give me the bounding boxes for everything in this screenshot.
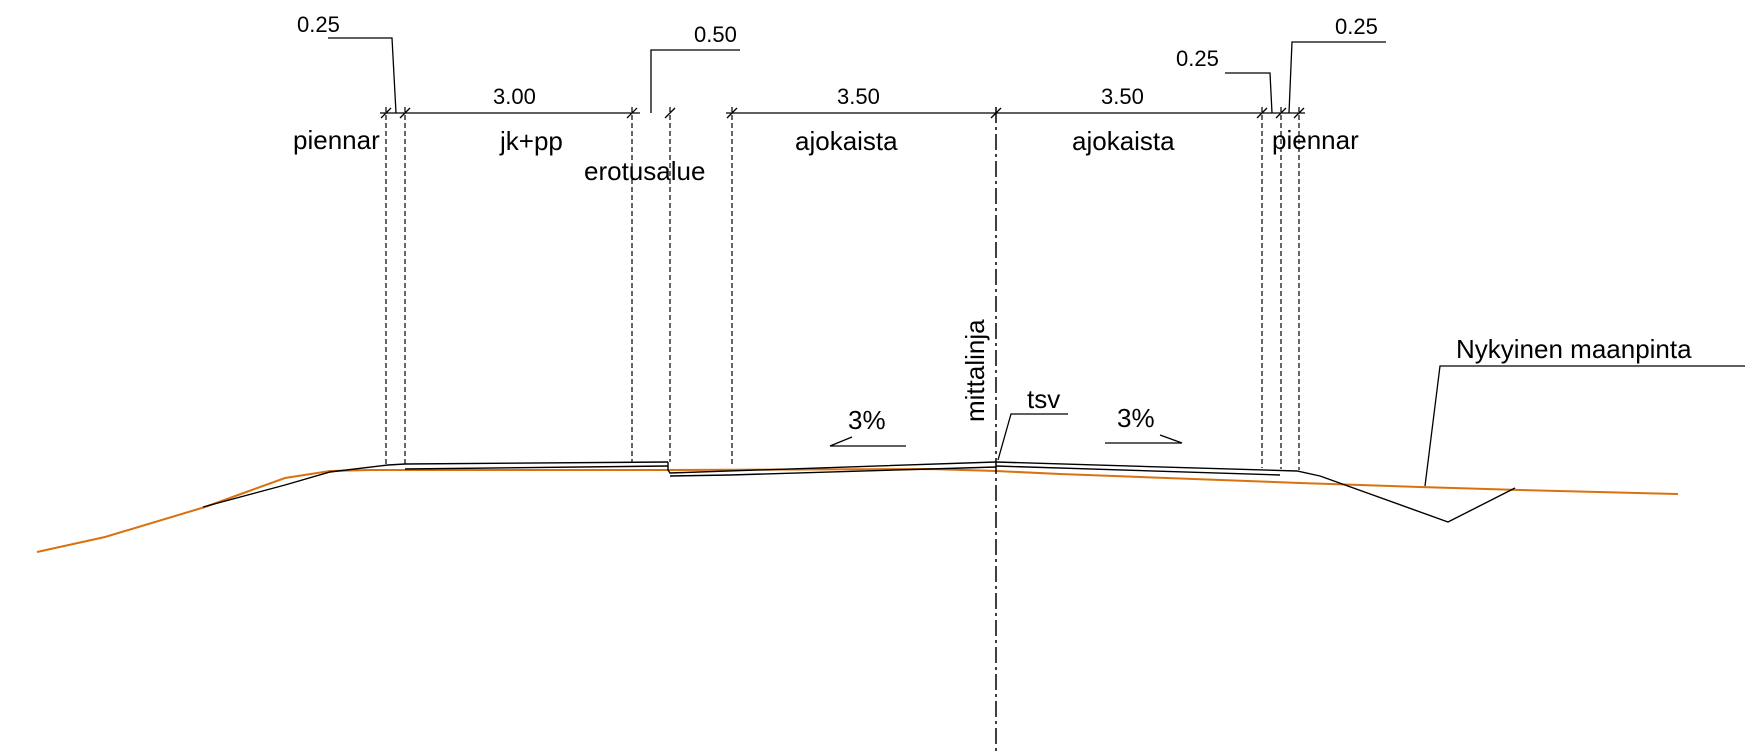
label-lane-right: ajokaista (1072, 126, 1175, 156)
road-structure (202, 461, 1516, 523)
leader-line (650, 49, 740, 113)
label-shoulder-left: piennar (293, 125, 380, 155)
dimension-tick (990, 107, 1002, 119)
leader-line (1225, 72, 1273, 114)
dim-lane-left: 3.50 (837, 84, 880, 109)
right-lane-surface (995, 461, 1321, 477)
dimension-tick (1256, 107, 1268, 119)
dim-right-inner: 0.25 (1176, 46, 1219, 71)
slope-arrow-right (1105, 434, 1183, 444)
separator-step (667, 461, 997, 474)
label-slope-left: 3% (848, 405, 886, 435)
dimension-chain (328, 37, 1386, 119)
existing-ground-line (36, 467, 1679, 553)
label-separator: erotusalue (584, 156, 705, 186)
dimension-tick (726, 107, 738, 119)
label-slope-right: 3% (1117, 403, 1155, 433)
dimension-tick (1275, 107, 1287, 119)
leader-line (328, 37, 397, 114)
walkway-bottom-surface (404, 465, 669, 470)
label-existing-ground: Nykyinen maanpinta (1456, 334, 1692, 364)
existing-ground-leader (1424, 365, 1745, 487)
dimension-tick (664, 107, 676, 119)
slope-arrow-left (829, 436, 906, 447)
dimension-tick (1293, 107, 1305, 119)
label-centerline: mittalinja (960, 319, 990, 422)
tsv-leader (997, 413, 1068, 461)
walkway-top-surface (387, 461, 669, 466)
dimension-tick (380, 107, 392, 119)
label-lane-left: ajokaista (795, 126, 898, 156)
carriageway-bottom (669, 466, 997, 477)
left-embankment-slope (202, 464, 389, 508)
dim-walkway: 3.00 (493, 84, 536, 109)
dim-lane-right: 3.50 (1101, 84, 1144, 109)
dimension-tick (626, 107, 638, 119)
label-tsv: tsv (1027, 384, 1060, 414)
dim-separator: 0.50 (694, 22, 737, 47)
label-walkway: jk+pp (499, 126, 563, 156)
dim-left-shoulder: 0.25 (297, 12, 340, 37)
label-shoulder-right: piennar (1272, 125, 1359, 155)
right-ditch (1319, 475, 1516, 523)
right-lane-bottom (995, 465, 1281, 476)
vertical-guides (385, 107, 1300, 470)
leader-line (1288, 41, 1386, 114)
dim-right-shoulder: 0.25 (1335, 14, 1378, 39)
dimension-tick (399, 107, 411, 119)
